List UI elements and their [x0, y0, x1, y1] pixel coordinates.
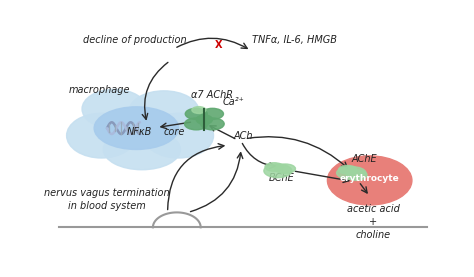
Text: X: X: [215, 40, 223, 50]
Text: macrophage: macrophage: [68, 85, 130, 95]
Ellipse shape: [129, 91, 199, 131]
Ellipse shape: [264, 164, 292, 178]
Text: TNFα, IL-6, HMGB: TNFα, IL-6, HMGB: [252, 35, 337, 45]
Ellipse shape: [265, 163, 283, 171]
Text: acetic acid
+
choline: acetic acid + choline: [347, 204, 400, 240]
Text: erythrocyte: erythrocyte: [340, 174, 400, 183]
Ellipse shape: [184, 118, 208, 130]
Text: core: core: [164, 127, 185, 137]
Ellipse shape: [201, 118, 224, 130]
Text: AChE: AChE: [351, 154, 377, 164]
Ellipse shape: [185, 108, 207, 119]
Text: ACh: ACh: [234, 131, 253, 141]
Ellipse shape: [103, 129, 181, 170]
Circle shape: [328, 156, 412, 205]
Ellipse shape: [82, 89, 146, 129]
Ellipse shape: [337, 166, 366, 179]
Text: NFκB: NFκB: [127, 127, 153, 137]
Ellipse shape: [346, 170, 367, 180]
Ellipse shape: [94, 107, 179, 150]
Ellipse shape: [66, 113, 137, 158]
Ellipse shape: [201, 108, 223, 119]
Text: BChE: BChE: [269, 173, 294, 183]
Ellipse shape: [192, 107, 206, 114]
Text: decline of production: decline of production: [83, 35, 186, 45]
Ellipse shape: [196, 115, 212, 124]
Text: Ca²⁺: Ca²⁺: [223, 97, 245, 107]
Ellipse shape: [275, 164, 295, 173]
Ellipse shape: [338, 165, 357, 174]
Text: α7 AChR: α7 AChR: [191, 90, 234, 100]
Ellipse shape: [144, 113, 213, 158]
Text: nervus vagus termination
in blood system: nervus vagus termination in blood system: [44, 188, 170, 211]
